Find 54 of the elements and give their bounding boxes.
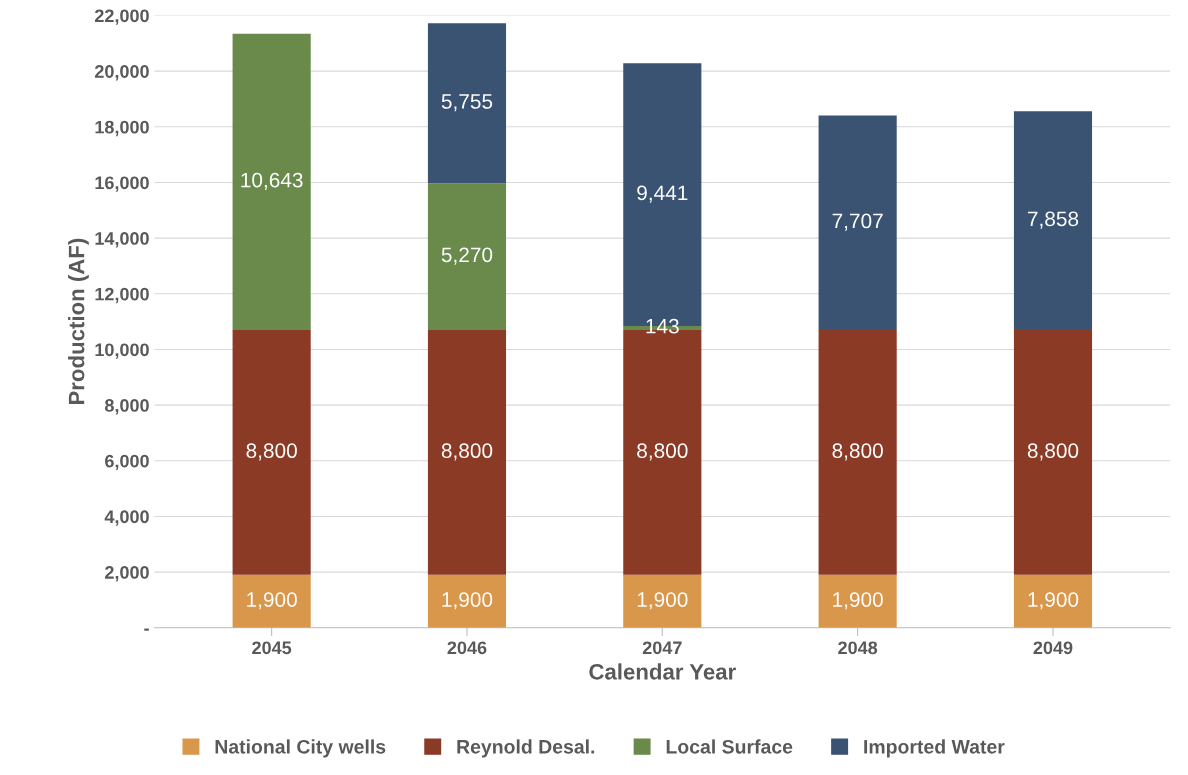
data-label: 1,900 (247, 592, 297, 610)
x-tick-label: 2046 (447, 641, 487, 655)
data-label: 1,900 (1028, 592, 1079, 610)
data-label: 10,643 (241, 172, 303, 190)
data-label: 5,270 (441, 247, 493, 265)
bar (1013, 574, 1093, 628)
x-tick-label: 2045 (252, 641, 292, 655)
legend-label: National City wells (215, 739, 386, 758)
x-tick-label: 2048 (838, 641, 878, 655)
data-label: 1,900 (833, 592, 883, 610)
y-tick-label: 8,000 (104, 399, 149, 415)
bar (427, 23, 507, 184)
bar (427, 183, 507, 330)
legend-label: Imported Water (864, 739, 1005, 758)
y-tick-label: 12,000 (95, 287, 149, 304)
bar (427, 329, 507, 575)
bar (232, 33, 311, 330)
data-label: 8,800 (637, 443, 688, 461)
y-tick-label: 20,000 (94, 65, 149, 81)
data-label: 143 (646, 318, 679, 334)
legend-label: Local Surface (666, 739, 793, 754)
bar (232, 574, 311, 628)
bar (818, 574, 897, 628)
y-tick-label: - (144, 628, 149, 631)
y-tick-label: 16,000 (95, 176, 149, 192)
y-tick-label: 2,000 (105, 566, 149, 582)
y-tick-label: 22,000 (94, 9, 149, 25)
y-tick-label: 14,000 (95, 232, 149, 248)
data-label: 8,800 (441, 443, 493, 461)
bar (427, 574, 507, 628)
data-label: 5,755 (441, 94, 493, 112)
data-label: 8,800 (246, 443, 297, 461)
data-label: 7,858 (1027, 211, 1079, 229)
y-tick-label: 10,000 (95, 343, 149, 359)
bar (1013, 111, 1093, 330)
data-label: 7,707 (832, 213, 883, 231)
bar (818, 329, 897, 575)
x-tick-label: 2049 (1033, 641, 1073, 655)
data-label: 8,800 (1027, 443, 1079, 461)
y-tick-label: 4,000 (104, 510, 149, 526)
bar (818, 115, 897, 330)
legend-label: Reynold Desal. (457, 739, 595, 758)
x-tick-label: 2047 (642, 641, 682, 655)
data-label: 1,900 (637, 592, 688, 610)
y-tick-label: 6,000 (105, 454, 149, 471)
y-axis-title: Production (AF) (68, 238, 89, 405)
data-label: 1,900 (442, 592, 493, 610)
x-axis-title: Calendar Year (589, 663, 736, 680)
y-tick-label: 18,000 (95, 120, 149, 137)
data-label: 9,441 (637, 185, 688, 203)
bar (1013, 329, 1093, 575)
bar (232, 329, 311, 575)
data-label: 8,800 (832, 443, 883, 461)
bar (623, 574, 702, 628)
